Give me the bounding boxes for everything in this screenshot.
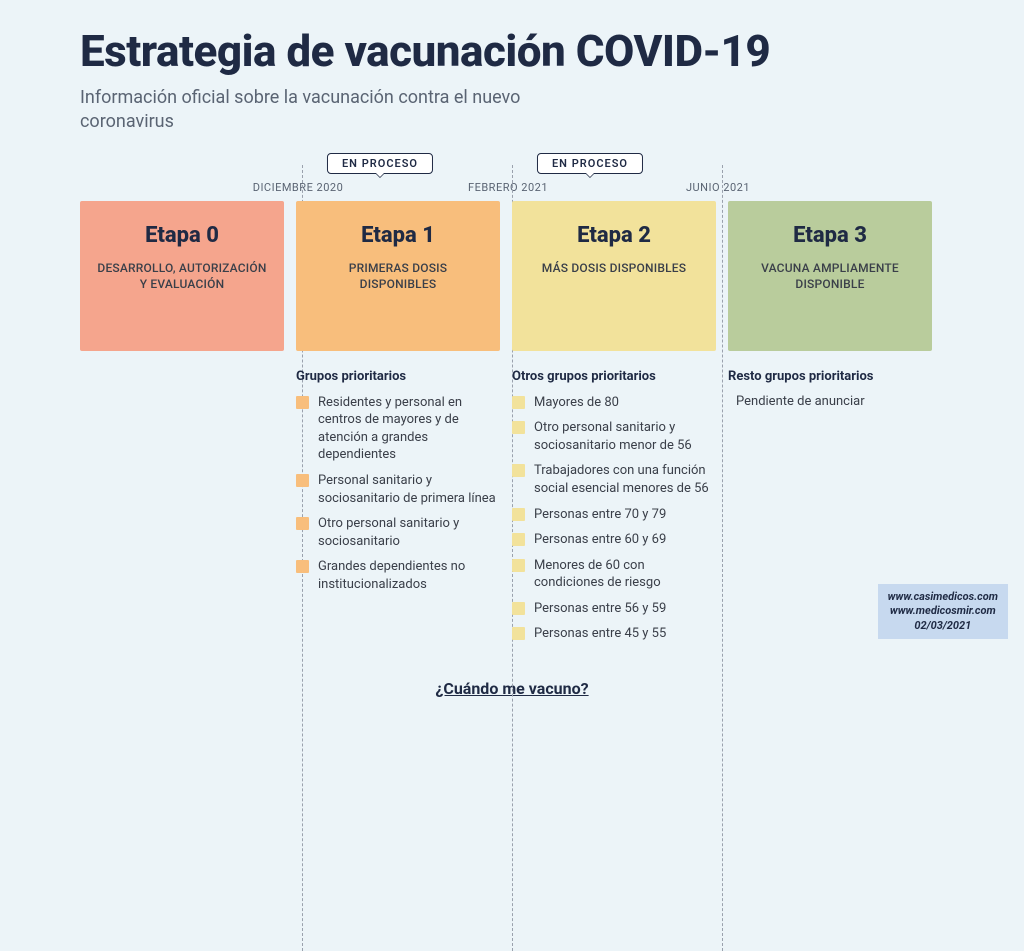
group-item: Otro personal sanitario y sociosanitario [296, 515, 500, 550]
group-item-text: Trabajadores con una función social esen… [534, 463, 709, 496]
status-label: EN PROCESO [537, 153, 643, 174]
bullet-icon [512, 559, 525, 572]
time-mark: FEBRERO 2021 [468, 181, 548, 194]
groups-list: Residentes y personal en centros de mayo… [296, 394, 500, 593]
timeline: EN PROCESO EN PROCESO DICIEMBRE 2020 FEB… [0, 157, 1024, 698]
group-item: Personas entre 70 y 79 [512, 506, 716, 524]
bullet-icon [296, 560, 309, 573]
status-pill-etapa-2: EN PROCESO [537, 153, 643, 178]
group-item: Personal sanitario y sociosanitario de p… [296, 472, 500, 507]
page-subtitle: Información oficial sobre la vacunación … [80, 86, 600, 135]
attribution-line: www.medicosmir.com [888, 604, 998, 618]
group-item: Mayores de 80 [512, 394, 716, 412]
groups-heading: Resto grupos prioritarios [728, 369, 932, 384]
status-pill-etapa-1: EN PROCESO [327, 153, 433, 178]
stage-col-1: Etapa 1 PRIMERAS DOSIS DISPONIBLES Grupo… [296, 201, 512, 651]
pending-text: Pendiente de anunciar [728, 394, 932, 409]
group-item: Personas entre 60 y 69 [512, 531, 716, 549]
attribution-line: www.casimedicos.com [888, 590, 998, 604]
status-label: EN PROCESO [327, 153, 433, 174]
stage-col-0: Etapa 0 DESARROLLO, AUTORIZACIÓN Y EVALU… [80, 201, 296, 651]
group-item: Otro personal sanitario y sociosanitario… [512, 419, 716, 454]
group-item: Personas entre 45 y 55 [512, 625, 716, 643]
stage-card: Etapa 1 PRIMERAS DOSIS DISPONIBLES [296, 201, 500, 351]
stage-desc: PRIMERAS DOSIS DISPONIBLES [312, 260, 484, 292]
group-item-text: Personas entre 60 y 69 [534, 532, 666, 547]
group-item: Residentes y personal en centros de mayo… [296, 394, 500, 464]
stage-card: Etapa 2 MÁS DOSIS DISPONIBLES [512, 201, 716, 351]
groups-list: Mayores de 80 Otro personal sanitario y s… [512, 394, 716, 643]
group-item: Personas entre 56 y 59 [512, 600, 716, 618]
stage-desc: MÁS DOSIS DISPONIBLES [542, 260, 686, 276]
bullet-icon [512, 508, 525, 521]
stages-row: Etapa 0 DESARROLLO, AUTORIZACIÓN Y EVALU… [80, 201, 944, 651]
group-item-text: Personas entre 56 y 59 [534, 601, 666, 616]
bullet-icon [512, 421, 525, 434]
stage-card: Etapa 3 VACUNA AMPLIAMENTE DISPONIBLE [728, 201, 932, 351]
stage-card: Etapa 0 DESARROLLO, AUTORIZACIÓN Y EVALU… [80, 201, 284, 351]
stage-desc: DESARROLLO, AUTORIZACIÓN Y EVALUACIÓN [96, 260, 268, 292]
stage-title: Etapa 0 [145, 223, 219, 248]
pill-arrow-icon [585, 173, 595, 178]
group-item-text: Mayores de 80 [534, 395, 619, 410]
attribution-line: 02/03/2021 [888, 619, 998, 633]
stage-desc: VACUNA AMPLIAMENTE DISPONIBLE [744, 260, 916, 292]
groups-heading: Otros grupos prioritarios [512, 369, 716, 384]
time-mark: JUNIO 2021 [686, 181, 750, 194]
pill-arrow-icon [375, 173, 385, 178]
group-item-text: Personal sanitario y sociosanitario de p… [318, 473, 496, 506]
bullet-icon [512, 602, 525, 615]
group-item: Grandes dependientes no institucionaliza… [296, 558, 500, 593]
bullet-icon [296, 396, 309, 409]
stage-groups: Grupos prioritarios Residentes y persona… [296, 369, 500, 593]
bullet-icon [512, 464, 525, 477]
group-item: Trabajadores con una función social esen… [512, 462, 716, 497]
group-item-text: Personas entre 70 y 79 [534, 507, 666, 522]
group-item-text: Menores de 60 con condiciones de riesgo [534, 558, 661, 591]
stage-groups: Resto grupos prioritarios Pendiente de a… [728, 369, 932, 409]
stage-col-2: Etapa 2 MÁS DOSIS DISPONIBLES Otros grup… [512, 201, 728, 651]
group-item-text: Residentes y personal en centros de mayo… [318, 395, 462, 463]
group-item-text: Grandes dependientes no institucionaliza… [318, 559, 465, 592]
page-title: Estrategia de vacunación COVID-19 [80, 28, 944, 74]
bullet-icon [512, 396, 525, 409]
header: Estrategia de vacunación COVID-19 Inform… [0, 28, 1024, 135]
bullet-icon [512, 627, 525, 640]
bullet-icon [296, 517, 309, 530]
stage-groups: Otros grupos prioritarios Mayores de 80 O… [512, 369, 716, 643]
time-mark: DICIEMBRE 2020 [253, 181, 344, 194]
group-item-text: Otro personal sanitario y sociosanitario… [534, 420, 692, 453]
group-item: Menores de 60 con condiciones de riesgo [512, 557, 716, 592]
bullet-icon [296, 474, 309, 487]
stage-title: Etapa 2 [577, 223, 651, 248]
stage-title: Etapa 3 [793, 223, 867, 248]
bullet-icon [512, 533, 525, 546]
group-item-text: Otro personal sanitario y sociosanitario [318, 516, 459, 549]
group-item-text: Personas entre 45 y 55 [534, 626, 666, 641]
stage-title: Etapa 1 [361, 223, 435, 248]
attribution-box: www.casimedicos.com www.medicosmir.com 0… [878, 584, 1008, 639]
groups-heading: Grupos prioritarios [296, 369, 500, 384]
